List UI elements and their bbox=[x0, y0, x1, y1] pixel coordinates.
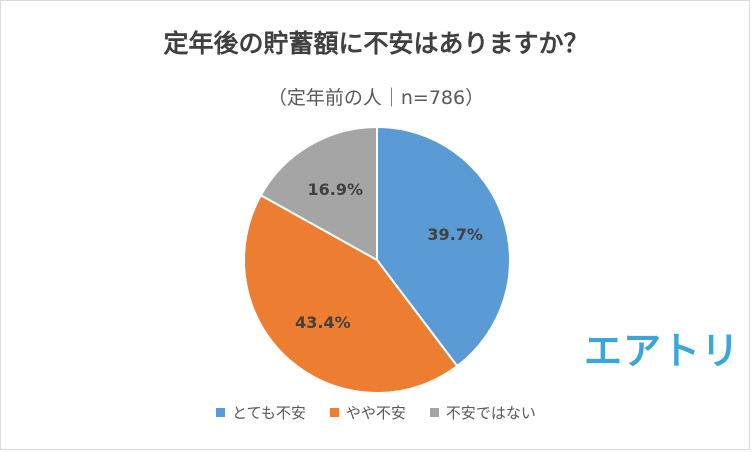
data-label-somewhat-anxious: 43.4% bbox=[295, 313, 351, 332]
data-label-not-anxious: 16.9% bbox=[307, 180, 363, 199]
legend-swatch bbox=[329, 408, 339, 417]
legend-swatch bbox=[429, 408, 439, 417]
chart-subtitle: （定年前の人｜n=786） bbox=[267, 87, 485, 109]
legend-label: 不安ではない bbox=[445, 404, 536, 422]
chart-legend: とても不安 やや不安 不安ではない bbox=[0, 402, 752, 423]
legend-label: やや不安 bbox=[345, 404, 406, 422]
legend-label: とても不安 bbox=[232, 404, 306, 422]
legend-item-not-anxious: 不安ではない bbox=[429, 402, 536, 423]
pie-slice-not-anxious bbox=[259, 125, 378, 262]
brand-logo: エアトリ bbox=[584, 329, 741, 373]
pie-slice-somewhat-anxious bbox=[243, 193, 459, 395]
chart-title: 定年後の貯蓄額に不安はありますか？ bbox=[163, 29, 589, 58]
legend-swatch bbox=[216, 408, 226, 417]
legend-item-somewhat-anxious: やや不安 bbox=[329, 402, 406, 423]
data-label-very-anxious: 39.7% bbox=[427, 225, 483, 244]
pie-slice-very-anxious bbox=[376, 125, 511, 368]
legend-item-very-anxious: とても不安 bbox=[216, 402, 306, 423]
